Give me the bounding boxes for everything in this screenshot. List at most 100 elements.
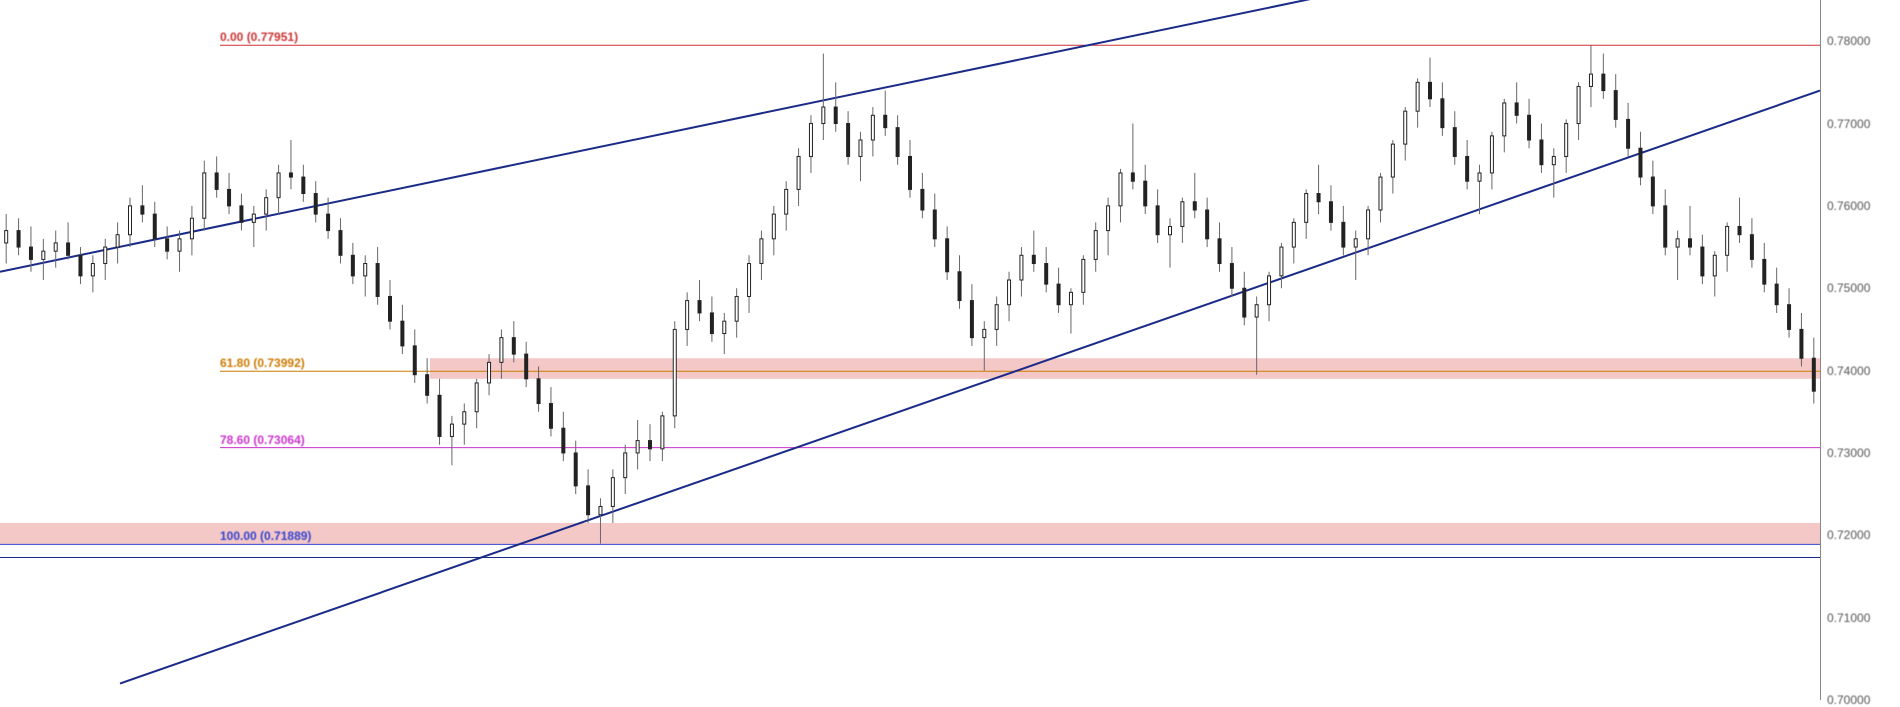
candle-body bbox=[463, 412, 466, 424]
candle-body bbox=[1689, 239, 1692, 247]
candle-body bbox=[921, 189, 924, 210]
candle-body bbox=[871, 115, 874, 140]
candle-body bbox=[673, 329, 676, 415]
candle-body bbox=[1416, 82, 1419, 111]
candle-body bbox=[1379, 177, 1382, 210]
candle-body bbox=[933, 210, 936, 239]
candle-body bbox=[1478, 173, 1481, 181]
candle-body bbox=[1243, 288, 1246, 317]
candle-body bbox=[203, 173, 206, 218]
candle-body bbox=[215, 173, 218, 189]
candle-body bbox=[562, 428, 565, 453]
candle-body bbox=[29, 247, 32, 259]
chart-svg bbox=[0, 0, 1820, 700]
candle-body bbox=[302, 177, 305, 193]
candle-body bbox=[91, 264, 94, 276]
candle-body bbox=[735, 296, 738, 321]
candle-body bbox=[1131, 173, 1134, 181]
candle-body bbox=[488, 362, 491, 383]
candle-body bbox=[1057, 284, 1060, 305]
candle-body bbox=[1627, 119, 1630, 148]
candle-body bbox=[1713, 255, 1716, 276]
candle-body bbox=[1107, 206, 1110, 231]
candle-body bbox=[1589, 74, 1592, 86]
candle-body bbox=[859, 140, 862, 156]
candle-body bbox=[710, 313, 713, 334]
candle-body bbox=[426, 375, 429, 396]
y-tick-label: 0.76000 bbox=[1827, 199, 1870, 213]
candle-body bbox=[1775, 284, 1778, 305]
candle-body bbox=[599, 506, 602, 514]
candle-body bbox=[1800, 329, 1803, 358]
candle-body bbox=[1292, 222, 1295, 247]
candle-body bbox=[649, 441, 652, 449]
candle-body bbox=[1069, 292, 1072, 304]
candle-body bbox=[1726, 226, 1729, 255]
candle-body bbox=[1490, 136, 1493, 173]
candle-body bbox=[1651, 177, 1654, 206]
fib-label: 78.60 (0.73064) bbox=[220, 433, 305, 447]
candle-body bbox=[1094, 231, 1097, 260]
candle-body bbox=[475, 383, 478, 412]
fib-label: 61.80 (0.73992) bbox=[220, 356, 305, 370]
candle-body bbox=[401, 321, 404, 346]
candle-body bbox=[537, 379, 540, 404]
y-tick-label: 0.70000 bbox=[1827, 693, 1870, 707]
candle-body bbox=[1453, 128, 1456, 157]
candle-body bbox=[1614, 91, 1617, 120]
candle-body bbox=[1540, 140, 1543, 165]
candle-body bbox=[1552, 156, 1555, 164]
candle-body bbox=[748, 264, 751, 297]
candle-body bbox=[1230, 264, 1233, 289]
candle-body bbox=[834, 107, 837, 123]
candle-body bbox=[438, 395, 441, 436]
price-chart[interactable]: 0.00 (0.77951) 61.80 (0.73992) 78.60 (0.73… bbox=[0, 0, 1820, 700]
candle-body bbox=[1342, 222, 1345, 247]
candle-body bbox=[636, 441, 639, 453]
candle-body bbox=[549, 404, 552, 429]
candle-body bbox=[760, 239, 763, 264]
candle-body bbox=[809, 124, 812, 157]
candle-body bbox=[1008, 280, 1011, 305]
fib-label: 0.00 (0.77951) bbox=[220, 30, 298, 44]
candle-body bbox=[265, 198, 268, 214]
trendline bbox=[120, 91, 1820, 684]
candle-body bbox=[995, 305, 998, 330]
candle-body bbox=[1577, 86, 1580, 123]
candle-body bbox=[178, 239, 181, 251]
candle-body bbox=[1812, 358, 1815, 391]
candle-body bbox=[1156, 206, 1159, 235]
candle-body bbox=[1429, 82, 1432, 98]
candle-body bbox=[1639, 148, 1642, 177]
candle-body bbox=[512, 338, 515, 354]
candle-body bbox=[624, 453, 627, 478]
candle-body bbox=[5, 231, 8, 243]
candle-body bbox=[847, 124, 850, 157]
candle-body bbox=[413, 346, 416, 375]
candle-body bbox=[1503, 103, 1506, 136]
candle-body bbox=[289, 173, 292, 177]
candle-body bbox=[1020, 255, 1023, 280]
candle-body bbox=[389, 296, 392, 321]
candle-body bbox=[1404, 111, 1407, 144]
candle-body bbox=[1738, 226, 1741, 234]
candle-body bbox=[772, 214, 775, 239]
candle-body bbox=[1280, 247, 1283, 276]
candle-body bbox=[1032, 255, 1035, 263]
candle-body bbox=[797, 156, 800, 189]
candle-body bbox=[1354, 239, 1357, 247]
candle-body bbox=[1082, 259, 1085, 292]
candle-body bbox=[1206, 210, 1209, 239]
candle-body bbox=[339, 231, 342, 256]
candle-body bbox=[1317, 194, 1320, 202]
candle-body bbox=[314, 194, 317, 215]
y-tick-label: 0.72000 bbox=[1827, 528, 1870, 542]
candle-body bbox=[1218, 239, 1221, 264]
candle-body bbox=[958, 272, 961, 301]
candle-body bbox=[1676, 239, 1679, 247]
candle-body bbox=[364, 264, 367, 276]
candle-body bbox=[1565, 124, 1568, 157]
candle-body bbox=[1763, 259, 1766, 284]
candle-body bbox=[141, 206, 144, 214]
candle-body bbox=[1169, 226, 1172, 234]
